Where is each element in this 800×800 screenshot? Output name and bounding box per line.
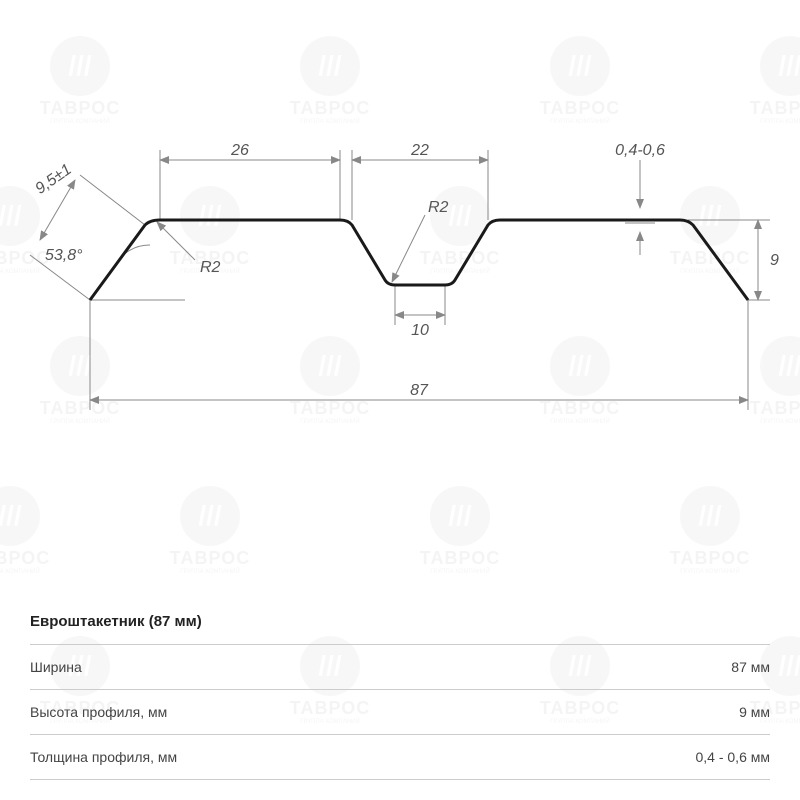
spec-row: Ширина 87 мм <box>30 644 770 689</box>
dim-thickness: 0,4-0,6 <box>615 142 665 159</box>
spec-label: Высота профиля, мм <box>30 704 167 720</box>
spec-value: 87 мм <box>731 659 770 675</box>
profile-path <box>90 220 748 300</box>
dim-angle: 53,8° <box>45 247 83 264</box>
dim-total-width: 87 <box>410 382 429 399</box>
dim-height: 9 <box>770 252 779 269</box>
dim-22: 22 <box>410 142 429 159</box>
spec-row: Толщина профиля, мм 0,4 - 0,6 мм <box>30 734 770 780</box>
dim-r2-center: R2 <box>428 199 449 216</box>
dim-26: 26 <box>230 142 249 159</box>
dim-r2-left: R2 <box>200 259 221 276</box>
dim-edge: 9,5±1 <box>32 161 74 198</box>
spec-label: Ширина <box>30 659 82 675</box>
technical-diagram: 26 22 0,4-0,6 9,5±1 53,8° R2 R2 10 <box>0 0 800 500</box>
spec-table: Евроштакетник (87 мм) Ширина 87 мм Высота … <box>30 613 770 780</box>
spec-value: 0,4 - 0,6 мм <box>695 749 770 765</box>
spec-label: Толщина профиля, мм <box>30 749 177 765</box>
spec-title: Евроштакетник (87 мм) <box>30 613 770 644</box>
spec-row: Высота профиля, мм 9 мм <box>30 689 770 734</box>
dim-valley: 10 <box>411 322 429 339</box>
spec-value: 9 мм <box>739 704 770 720</box>
